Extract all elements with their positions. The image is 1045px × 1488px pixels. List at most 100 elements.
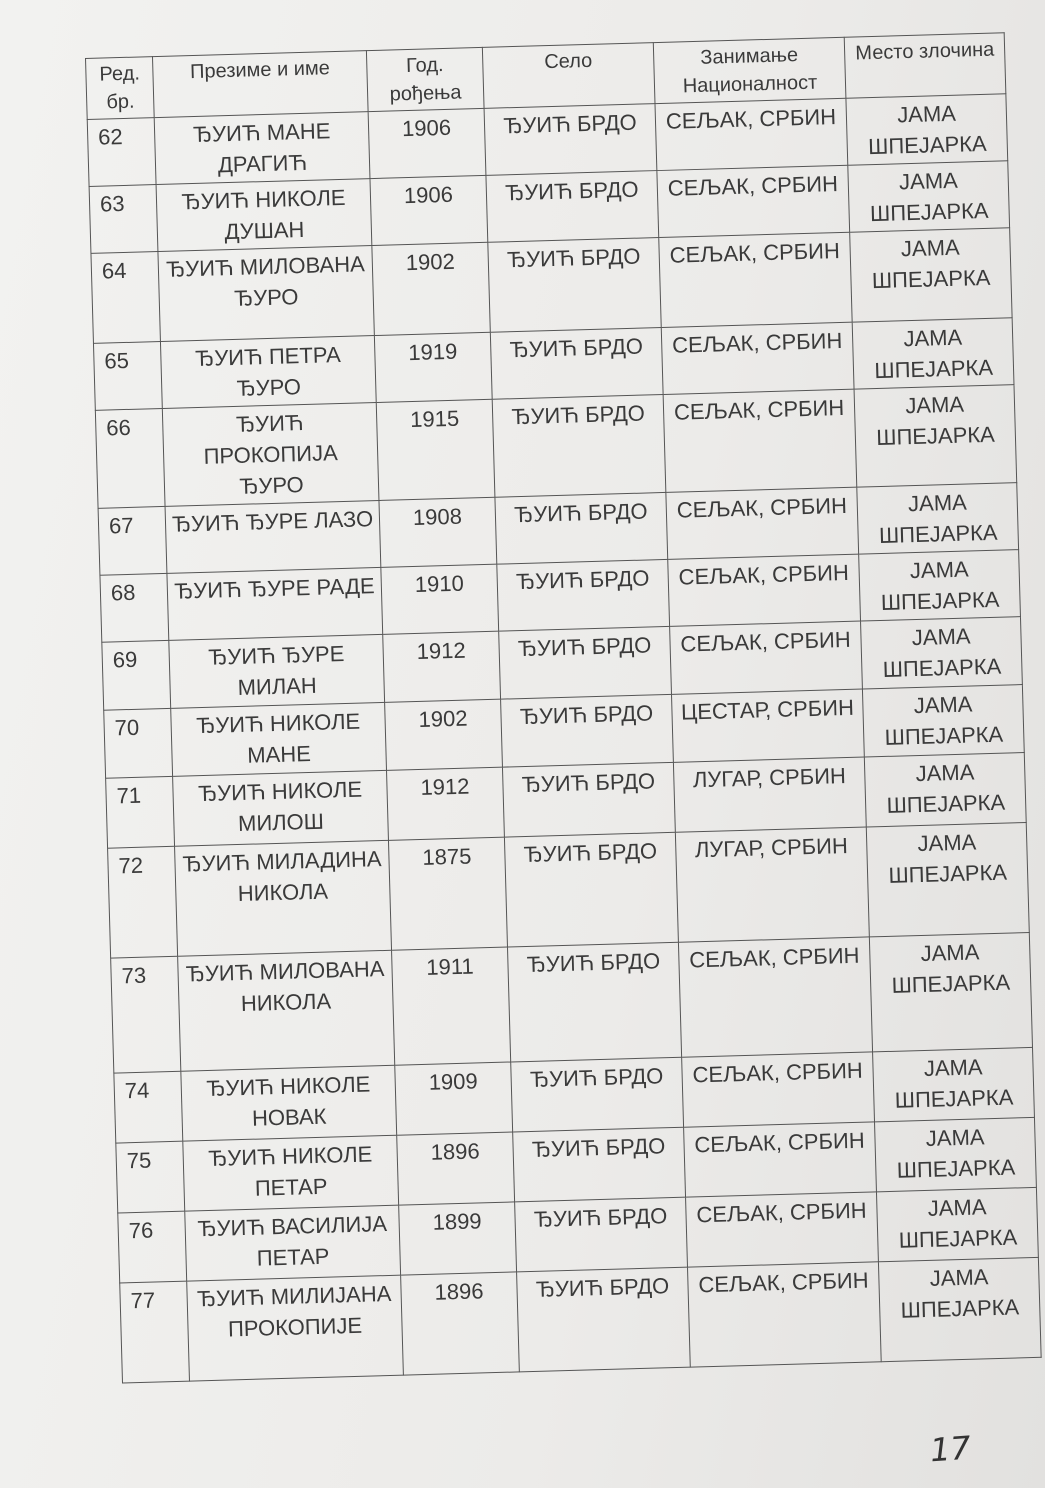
cell-occupation: СЕЉАК, СРБИН xyxy=(683,1121,877,1198)
cell-place: ЈАМА ШПЕЈАРКА xyxy=(876,1187,1039,1262)
cell-year: 1912 xyxy=(386,767,505,841)
cell-place: ЈАМА ШПЕЈАРКА xyxy=(874,1117,1037,1192)
cell-no: 68 xyxy=(99,573,170,643)
header-year: Год. рођења xyxy=(366,47,485,112)
cell-year: 1899 xyxy=(398,1201,517,1276)
cell-name: ЂУИЋ НИКОЛЕ ПЕТАР xyxy=(183,1135,399,1212)
cell-no: 67 xyxy=(98,506,168,576)
cell-place: ЈАМА ШПЕЈАРКА xyxy=(864,752,1027,827)
cell-no: 65 xyxy=(93,341,163,411)
cell-name: ЂУИЋ МИЛОВАНА НИКОЛА xyxy=(178,950,395,1072)
cell-name: ЂУИЋ ЂУРЕ МИЛАН xyxy=(169,634,385,709)
cell-place: ЈАМА ШПЕЈАРКА xyxy=(869,932,1033,1052)
cell-village: ЂУИЋ БРДО xyxy=(488,237,661,333)
cell-village: ЂУИЋ БРДО xyxy=(495,492,668,565)
cell-no: 72 xyxy=(107,846,179,959)
cell-village: ЂУИЋ БРДО xyxy=(500,694,674,768)
cell-village: ЂУИЋ БРДО xyxy=(499,626,672,700)
cell-year: 1896 xyxy=(396,1131,515,1206)
victims-table-container: Ред. бр. Презиме и име Год. рођења Село … xyxy=(85,32,1042,1383)
cell-occupation: СЕЉАК, СРБИН xyxy=(687,1261,882,1368)
cell-name: ЂУИЋ ЂУРЕ РАДЕ xyxy=(167,567,383,641)
cell-occupation: СЕЉАК, СРБИН xyxy=(658,232,853,328)
cell-no: 62 xyxy=(87,117,157,187)
cell-name: ЂУИЋ МАНЕ ДРАГИЋ xyxy=(154,111,370,185)
cell-village: ЂУИЋ БРДО xyxy=(497,559,670,632)
cell-place: ЈАМА ШПЕЈАРКА xyxy=(848,160,1010,233)
cell-occupation: СЕЉАК, СРБИН xyxy=(681,1051,875,1128)
cell-no: 70 xyxy=(103,708,174,779)
header-no: Ред. бр. xyxy=(85,56,155,120)
cell-place: ЈАМА ШПЕЈАРКА xyxy=(878,1257,1042,1362)
cell-year: 1902 xyxy=(371,242,491,336)
cell-year: 1906 xyxy=(367,108,487,179)
cell-name: ЂУИЋ НИКОЛЕ ДУШАН xyxy=(156,178,372,252)
cell-year: 1911 xyxy=(391,947,512,1066)
cell-name: ЂУИЋ ПЕТРА ЂУРО xyxy=(160,335,376,409)
cell-village: ЂУИЋ БРДО xyxy=(492,394,666,498)
cell-village: ЂУИЋ БРДО xyxy=(516,1267,690,1372)
cell-occupation: СЕЉАК, СРБИН xyxy=(654,98,849,171)
cell-place: ЈАМА ШПЕЈАРКА xyxy=(872,1047,1035,1122)
cell-occupation: ЛУГАР, СРБИН xyxy=(674,826,870,943)
cell-name: ЂУИЋ МИЛОВАНА ЂУРО xyxy=(158,245,374,342)
cell-occupation: СЕЉАК, СРБИН xyxy=(665,487,860,560)
cell-occupation: СЕЉАК, СРБИН xyxy=(660,322,855,395)
cell-occupation: СЕЉАК, СРБИН xyxy=(656,165,851,238)
cell-village: ЂУИЋ БРДО xyxy=(484,103,657,176)
cell-occupation: ЦЕСТАР, СРБИН xyxy=(671,689,865,763)
cell-no: 74 xyxy=(113,1071,184,1144)
cell-year: 1910 xyxy=(380,564,500,635)
cell-year: 1915 xyxy=(375,399,496,501)
cell-place: ЈАМА ШПЕЈАРКА xyxy=(866,822,1030,937)
cell-year: 1909 xyxy=(394,1061,513,1136)
header-occupation: Занимање Националност xyxy=(652,37,847,104)
cell-village: ЂУИЋ БРДО xyxy=(504,832,679,948)
page-number: 17 xyxy=(928,1428,972,1470)
cell-occupation: СЕЉАК, СРБИН xyxy=(685,1191,879,1268)
cell-place: ЈАМА ШПЕЈАРКА xyxy=(850,227,1013,323)
cell-no: 63 xyxy=(89,184,159,254)
cell-village: ЂУИЋ БРДО xyxy=(514,1197,688,1272)
cell-place: ЈАМА ШПЕЈАРКА xyxy=(852,317,1014,390)
cell-village: ЂУИЋ БРДО xyxy=(512,1127,686,1202)
header-name: Презиме и име xyxy=(152,50,368,118)
cell-name: ЂУИЋ НИКОЛЕ МАНЕ xyxy=(171,702,387,777)
cell-no: 76 xyxy=(117,1211,188,1284)
cell-year: 1902 xyxy=(384,699,503,771)
cell-year: 1896 xyxy=(400,1271,520,1376)
cell-year: 1906 xyxy=(369,175,489,246)
cell-year: 1912 xyxy=(382,631,501,703)
cell-name: ЂУИЋ ВАСИЛИЈА ПЕТАР xyxy=(185,1205,401,1282)
cell-village: ЂУИЋ БРДО xyxy=(490,327,663,400)
cell-occupation: СЕЉАК, СРБИН xyxy=(678,936,873,1058)
cell-name: ЂУИЋ НИКОЛЕ НОВАК xyxy=(181,1065,397,1142)
cell-place: ЈАМА ШПЕЈАРКА xyxy=(846,93,1008,166)
cell-village: ЂУИЋ БРДО xyxy=(507,942,682,1062)
cell-name: ЂУИЋ МИЛАДИНА НИКОЛА xyxy=(175,840,392,957)
cell-place: ЈАМА ШПЕЈАРКА xyxy=(859,549,1021,622)
cell-name: ЂУИЋ ЂУРЕ ЛАЗО xyxy=(165,500,381,574)
cell-no: 73 xyxy=(110,956,182,1074)
cell-place: ЈАМА ШПЕЈАРКА xyxy=(860,616,1023,690)
cell-no: 69 xyxy=(101,640,172,711)
cell-village: ЂУИЋ БРДО xyxy=(511,1057,684,1132)
cell-village: ЂУИЋ БРДО xyxy=(502,762,675,838)
cell-occupation: СЕЉАК, СРБИН xyxy=(669,621,863,695)
cell-place: ЈАМА ШПЕЈАРКА xyxy=(854,384,1017,488)
cell-no: 75 xyxy=(115,1141,186,1214)
cell-name: ЂУИЋ ПРОКОПИЈА ЂУРО xyxy=(162,402,379,507)
cell-year: 1908 xyxy=(378,497,498,568)
cell-year: 1919 xyxy=(373,332,493,403)
cell-occupation: СЕЉАК, СРБИН xyxy=(667,554,861,627)
cell-occupation: ЛУГАР, СРБИН xyxy=(673,757,867,833)
cell-village: ЂУИЋ БРДО xyxy=(486,170,659,243)
header-place: Место злочина xyxy=(844,32,1006,99)
cell-occupation: СЕЉАК, СРБИН xyxy=(662,389,858,493)
cell-name: ЂУИЋ МИЛИЈАНА ПРОКОПИЈЕ xyxy=(187,1275,404,1382)
cell-name: ЂУИЋ НИКОЛЕ МИЛОШ xyxy=(173,770,389,847)
cell-no: 66 xyxy=(95,408,166,509)
cell-no: 77 xyxy=(119,1281,190,1383)
cell-place: ЈАМА ШПЕЈАРКА xyxy=(862,684,1025,758)
